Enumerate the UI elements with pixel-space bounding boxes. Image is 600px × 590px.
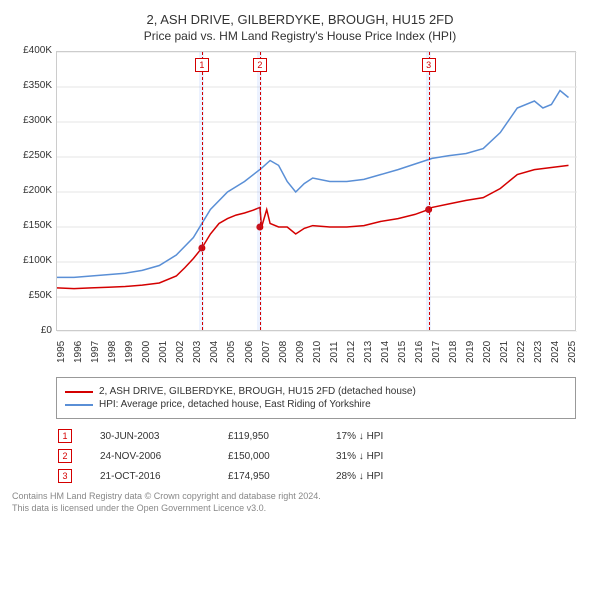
- chart-subtitle: Price paid vs. HM Land Registry's House …: [12, 29, 588, 43]
- footer-line-2: This data is licensed under the Open Gov…: [12, 503, 588, 515]
- marker-price: £150,000: [228, 451, 308, 462]
- title-block: 2, ASH DRIVE, GILBERDYKE, BROUGH, HU15 2…: [12, 12, 588, 43]
- marker-row: 2 24-NOV-2006 £150,000 31% ↓ HPI: [58, 449, 588, 463]
- marker-delta: 28% ↓ HPI: [336, 471, 426, 482]
- series-line: [57, 91, 569, 278]
- marker-index-box: 3: [58, 469, 72, 483]
- marker-date: 21-OCT-2016: [100, 471, 200, 482]
- legend-label: 2, ASH DRIVE, GILBERDYKE, BROUGH, HU15 2…: [99, 386, 416, 397]
- event-line: [429, 52, 430, 330]
- chart-container: £400K£350K£300K£250K£200K£150K£100K£50K£…: [12, 51, 588, 331]
- event-label: 1: [195, 58, 209, 72]
- marker-index-box: 2: [58, 449, 72, 463]
- event-line: [202, 52, 203, 330]
- footer-attribution: Contains HM Land Registry data © Crown c…: [12, 491, 588, 514]
- marker-row: 1 30-JUN-2003 £119,950 17% ↓ HPI: [58, 429, 588, 443]
- chart-title: 2, ASH DRIVE, GILBERDYKE, BROUGH, HU15 2…: [12, 12, 588, 27]
- legend-row: 2, ASH DRIVE, GILBERDYKE, BROUGH, HU15 2…: [65, 386, 567, 397]
- marker-price: £174,950: [228, 471, 308, 482]
- legend: 2, ASH DRIVE, GILBERDYKE, BROUGH, HU15 2…: [56, 377, 576, 419]
- legend-swatch: [65, 391, 93, 393]
- marker-row: 3 21-OCT-2016 £174,950 28% ↓ HPI: [58, 469, 588, 483]
- x-axis: 1995199619971998199920002001200220032004…: [56, 335, 576, 375]
- y-axis: £400K£350K£300K£250K£200K£150K£100K£50K£…: [12, 51, 52, 331]
- marker-delta: 31% ↓ HPI: [336, 451, 426, 462]
- marker-annotations: 1 30-JUN-2003 £119,950 17% ↓ HPI 2 24-NOV-200…: [56, 429, 588, 483]
- marker-date: 24-NOV-2006: [100, 451, 200, 462]
- marker-index-box: 1: [58, 429, 72, 443]
- chart-plot-area: 1 2 3: [56, 51, 576, 331]
- legend-swatch: [65, 404, 93, 406]
- legend-label: HPI: Average price, detached house, East…: [99, 399, 371, 410]
- event-label: 2: [253, 58, 267, 72]
- marker-price: £119,950: [228, 431, 308, 442]
- event-label: 3: [422, 58, 436, 72]
- marker-delta: 17% ↓ HPI: [336, 431, 426, 442]
- marker-date: 30-JUN-2003: [100, 431, 200, 442]
- footer-line-1: Contains HM Land Registry data © Crown c…: [12, 491, 588, 503]
- event-line: [260, 52, 261, 330]
- legend-row: HPI: Average price, detached house, East…: [65, 399, 567, 410]
